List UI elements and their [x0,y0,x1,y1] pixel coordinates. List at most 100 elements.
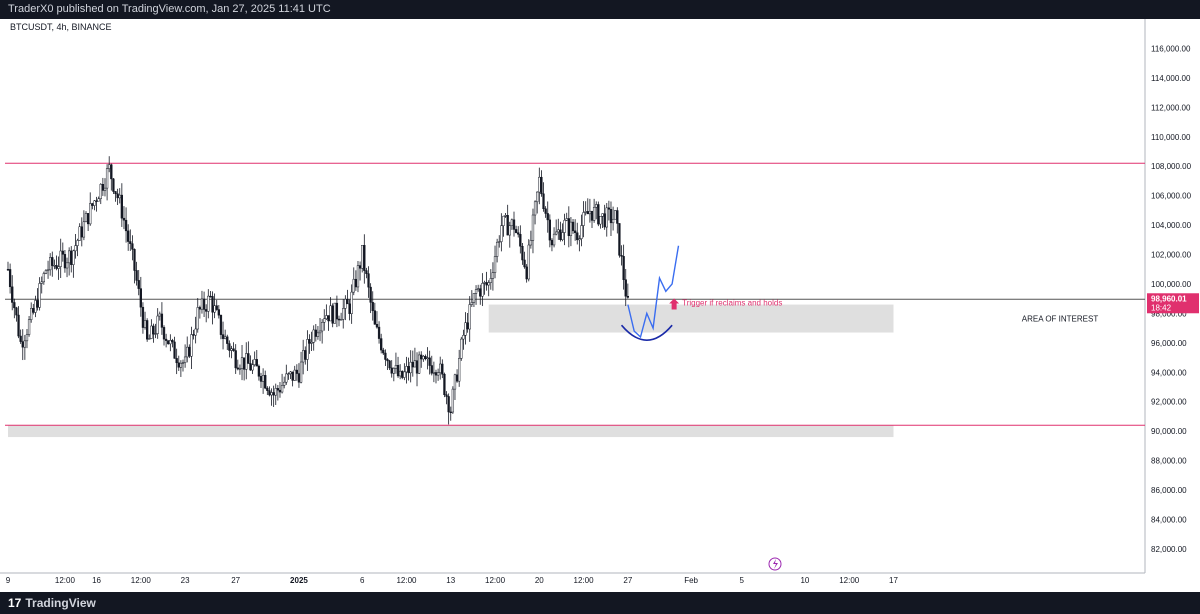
candle-up [614,210,617,220]
candle-down [80,226,83,238]
candle-down [590,210,594,221]
candle-up [169,340,172,345]
candle-down [388,360,391,369]
x-tick-label: 17 [889,576,898,585]
candle-up [57,266,60,269]
candle-up [108,164,111,169]
candle-down [540,176,543,195]
candle-down [146,320,149,340]
candle-up [240,357,244,369]
candle-up [611,218,615,224]
candle-up [409,361,412,374]
candle-down [15,307,18,316]
candle-down [525,266,528,280]
candle-down [375,324,379,328]
candle-down [401,370,404,378]
current-price-label: 98,960.01 [1151,294,1187,303]
candle-up [270,392,273,396]
candle-down [609,209,613,224]
y-tick-label: 110,000.00 [1151,133,1191,142]
price-chart[interactable]: AREA OF INTEREST 82,000.00 84,000.00 86,000… [0,19,1200,592]
x-tick-label: 27 [231,576,240,585]
candle-down [198,307,202,310]
candle-up [493,256,497,273]
x-tick-label: 12:00 [574,576,595,585]
top-bar: TraderX0 published on TradingView.com, J… [0,0,1200,19]
candle-up [280,385,284,393]
candle-up [403,371,406,378]
candle-up [529,240,533,246]
candle-up [491,272,495,279]
candle-down [576,232,579,241]
candle-down [506,215,509,236]
candle-down [257,365,261,377]
tradingview-logo[interactable]: 17 TradingView [8,592,96,614]
candle-up [287,373,290,375]
candle-down [521,246,524,261]
y-tick-label: 82,000.00 [1151,545,1187,554]
tradingview-brand: TradingView [25,596,96,610]
candle-down [36,300,39,308]
candle-up [489,278,492,283]
candle-down [141,306,145,328]
candle-up [25,334,29,342]
candle-down [120,194,123,219]
candle-up [439,363,442,374]
candle-up [76,240,79,246]
candle-up [474,289,478,294]
candle-down [396,365,400,377]
candle-up [595,204,598,208]
candle-down [428,357,431,366]
candle-down [519,234,522,247]
projection-path [627,245,680,339]
candle-down [264,375,267,389]
x-tick-label: 2025 [290,576,308,585]
symbol-label: BTCUSDT, 4h, BINANCE [10,22,112,32]
candle-down [544,208,547,214]
candle-down [514,229,518,233]
candle-down [327,315,330,322]
candle-up [97,198,100,202]
candle-down [626,295,630,298]
candle-down [177,362,180,368]
candle-down [447,396,450,413]
candle-down [616,210,619,224]
y-tick-label: 106,000.00 [1151,192,1192,201]
candle-up [230,348,233,351]
candle-down [202,298,206,310]
candle-up [462,335,465,340]
candle-down [11,286,14,303]
lightning-icon [768,557,782,571]
candle-down [445,394,448,397]
published-info: TraderX0 published on TradingView.com, J… [8,3,331,15]
candle-down [171,340,174,343]
y-tick-label: 108,000.00 [1151,162,1192,171]
candle-up [44,270,48,274]
candle-down [371,302,374,311]
candle-up [472,293,476,303]
y-tick-label: 90,000.00 [1151,427,1187,436]
candle-down [228,343,231,351]
candle-up [323,318,326,323]
candle-up [356,265,360,288]
candle-up [274,388,277,396]
candle-up [453,374,457,390]
candle-down [367,273,370,288]
candle-down [567,218,570,236]
candle-up [350,291,353,314]
x-tick-label: 5 [739,576,744,585]
candle-down [455,374,459,382]
candle-down [622,256,625,280]
candle-down [337,318,341,321]
candle-down [63,254,67,269]
x-tick-label: 27 [623,576,632,585]
candle-up [200,298,204,310]
candle-up [74,245,77,252]
candle-down [390,367,393,374]
candle-down [137,280,140,289]
candle-down [17,314,20,337]
candle-down [217,309,220,316]
candle-up [422,356,425,360]
candle-down [13,302,16,309]
candle-down [295,369,298,374]
